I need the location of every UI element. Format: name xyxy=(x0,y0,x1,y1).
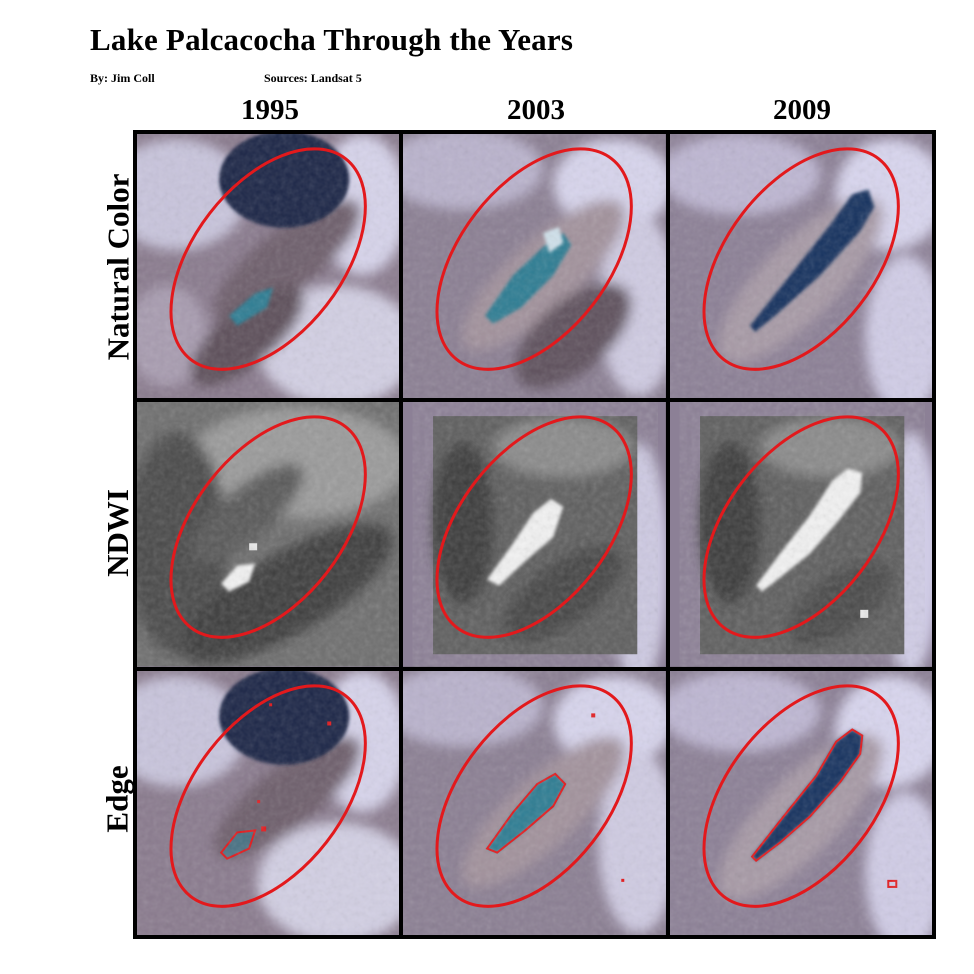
year-label-1995: 1995 xyxy=(241,94,299,126)
edge-2003-image xyxy=(403,670,666,935)
year-label-2009: 2009 xyxy=(773,94,831,126)
author-credit: By: Jim Coll xyxy=(90,71,155,85)
ndwi-1995-image xyxy=(137,402,400,667)
natural-color-2003-image xyxy=(403,134,666,399)
edge-2009-image xyxy=(669,670,932,935)
image-grid xyxy=(133,130,936,939)
natural-color-1995-image xyxy=(137,134,400,399)
natural-color-2009-image xyxy=(669,134,932,399)
row-label-ndwi: NDWI xyxy=(100,489,135,577)
sources-credit: Sources: Landsat 5 xyxy=(264,71,362,85)
ndwi-2003-image xyxy=(403,402,666,667)
edge-1995-image xyxy=(137,670,400,935)
page-title: Lake Palcacocha Through the Years xyxy=(90,22,574,57)
row-label-natural-color: Natural Color xyxy=(100,173,135,361)
year-label-2003: 2003 xyxy=(507,94,565,126)
ndwi-2009-image xyxy=(669,402,932,667)
row-label-edge: Edge xyxy=(100,765,135,833)
